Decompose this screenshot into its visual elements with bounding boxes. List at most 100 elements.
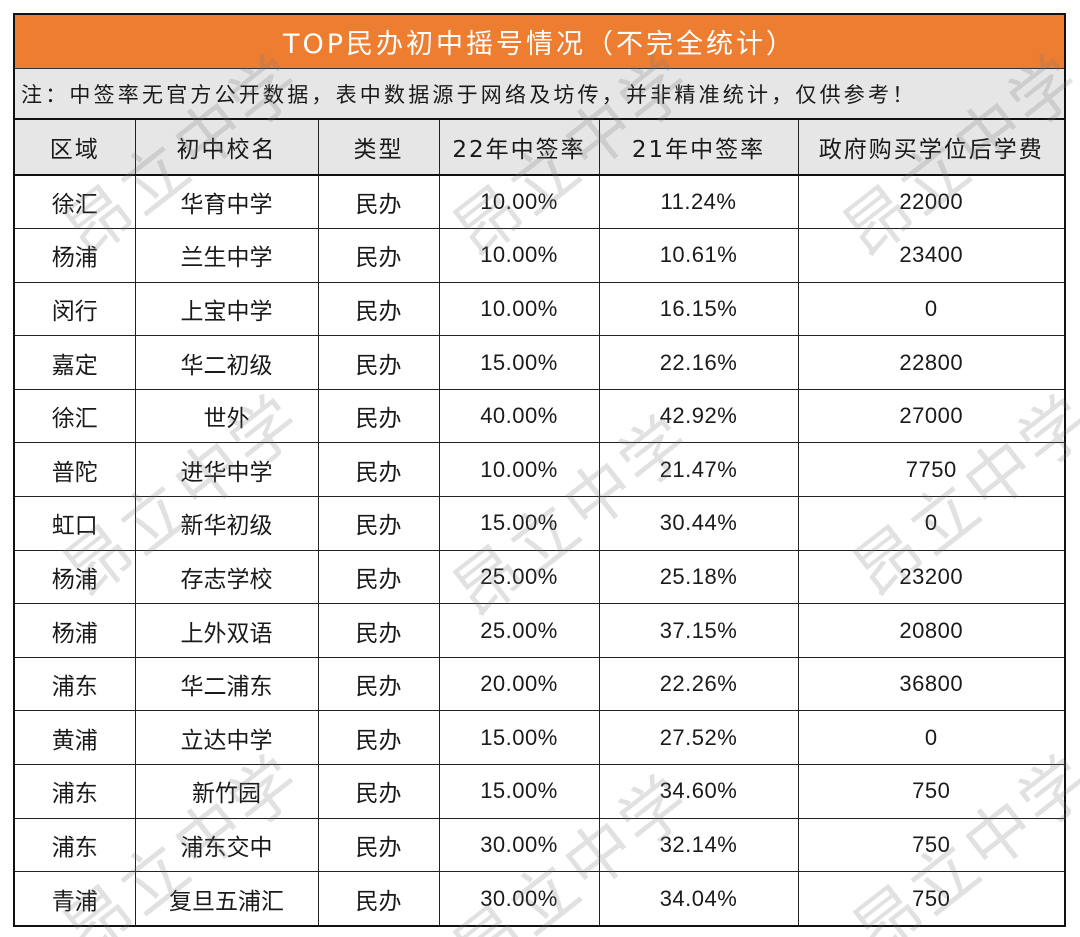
- header-row: 区域 初中校名 类型 22年中签率 21年中签率 政府购买学位后学费: [15, 120, 1064, 176]
- cell-school-name: 华育中学: [134, 175, 319, 230]
- cell-type: 民办: [317, 442, 440, 498]
- table-row: 嘉定 华二初级 民办 15.00% 22.16% 22800: [15, 335, 1064, 390]
- header-type: 类型: [317, 120, 440, 176]
- table-row: 浦东 浦东交中 民办 30.00% 32.14% 750: [15, 817, 1064, 873]
- table-title: TOP民办初中摇号情况（不完全统计）: [15, 15, 1064, 69]
- cell-rate-2022: 10.00%: [438, 228, 600, 283]
- cell-tuition: 750: [797, 764, 1064, 819]
- cell-region: 浦东: [15, 817, 136, 873]
- cell-school-name: 存志学校: [134, 549, 319, 605]
- cell-type: 民办: [317, 603, 440, 658]
- table-row: 浦东 华二浦东 民办 20.00% 22.26% 36800: [15, 656, 1064, 712]
- lottery-table-sheet: TOP民办初中摇号情况（不完全统计） 注：中签率无官方公开数据，表中数据源于网络…: [13, 13, 1066, 928]
- cell-tuition: 22000: [797, 175, 1064, 230]
- cell-region: 闵行: [15, 281, 136, 337]
- table-row: 徐汇 华育中学 民办 10.00% 11.24% 22000: [15, 175, 1064, 230]
- cell-school-name: 浦东交中: [134, 817, 319, 873]
- cell-type: 民办: [317, 656, 440, 712]
- cell-rate-2021: 21.47%: [598, 442, 799, 498]
- cell-region: 杨浦: [15, 549, 136, 605]
- cell-tuition: 36800: [797, 656, 1064, 712]
- table-row: 徐汇 世外 民办 40.00% 42.92% 27000: [15, 388, 1064, 444]
- cell-region: 黄浦: [15, 710, 136, 766]
- cell-region: 虹口: [15, 496, 136, 551]
- cell-rate-2022: 25.00%: [438, 549, 600, 605]
- cell-region: 浦东: [15, 656, 136, 712]
- cell-rate-2021: 42.92%: [598, 388, 799, 444]
- cell-rate-2022: 25.00%: [438, 603, 600, 658]
- table-row: 闵行 上宝中学 民办 10.00% 16.15% 0: [15, 281, 1064, 337]
- cell-rate-2022: 15.00%: [438, 764, 600, 819]
- cell-rate-2022: 30.00%: [438, 817, 600, 873]
- cell-rate-2022: 15.00%: [438, 335, 600, 390]
- cell-type: 民办: [317, 335, 440, 390]
- cell-type: 民办: [317, 228, 440, 283]
- cell-tuition: 0: [797, 710, 1064, 766]
- cell-school-name: 复旦五浦汇: [134, 871, 319, 926]
- cell-school-name: 兰生中学: [134, 228, 319, 283]
- table-row: 虹口 新华初级 民办 15.00% 30.44% 0: [15, 496, 1064, 551]
- cell-region: 杨浦: [15, 603, 136, 658]
- cell-tuition: 27000: [797, 388, 1064, 444]
- cell-tuition: 22800: [797, 335, 1064, 390]
- table-row: 青浦 复旦五浦汇 民办 30.00% 34.04% 750: [15, 871, 1064, 926]
- cell-rate-2022: 10.00%: [438, 175, 600, 230]
- cell-tuition: 23200: [797, 549, 1064, 605]
- cell-rate-2022: 10.00%: [438, 281, 600, 337]
- cell-type: 民办: [317, 549, 440, 605]
- cell-rate-2022: 15.00%: [438, 496, 600, 551]
- cell-tuition: 20800: [797, 603, 1064, 658]
- cell-rate-2022: 40.00%: [438, 388, 600, 444]
- cell-region: 青浦: [15, 871, 136, 926]
- cell-type: 民办: [317, 710, 440, 766]
- cell-rate-2022: 20.00%: [438, 656, 600, 712]
- cell-school-name: 华二初级: [134, 335, 319, 390]
- table-row: 浦东 新竹园 民办 15.00% 34.60% 750: [15, 764, 1064, 819]
- cell-region: 嘉定: [15, 335, 136, 390]
- cell-rate-2021: 16.15%: [598, 281, 799, 337]
- header-school-name: 初中校名: [134, 120, 319, 176]
- header-tuition: 政府购买学位后学费: [797, 120, 1064, 176]
- cell-type: 民办: [317, 496, 440, 551]
- cell-rate-2021: 22.16%: [598, 335, 799, 390]
- cell-school-name: 世外: [134, 388, 319, 444]
- cell-tuition: 23400: [797, 228, 1064, 283]
- cell-rate-2021: 27.52%: [598, 710, 799, 766]
- header-rate-2022: 22年中签率: [438, 120, 600, 176]
- cell-school-name: 上宝中学: [134, 281, 319, 337]
- table-row: 黄浦 立达中学 民办 15.00% 27.52% 0: [15, 710, 1064, 766]
- header-region: 区域: [15, 120, 136, 176]
- cell-rate-2021: 11.24%: [598, 175, 799, 230]
- cell-school-name: 华二浦东: [134, 656, 319, 712]
- cell-region: 浦东: [15, 764, 136, 819]
- table-row: 杨浦 上外双语 民办 25.00% 37.15% 20800: [15, 603, 1064, 658]
- cell-rate-2021: 30.44%: [598, 496, 799, 551]
- cell-tuition: 0: [797, 496, 1064, 551]
- cell-rate-2021: 25.18%: [598, 549, 799, 605]
- cell-type: 民办: [317, 871, 440, 926]
- cell-type: 民办: [317, 764, 440, 819]
- cell-rate-2022: 15.00%: [438, 710, 600, 766]
- cell-region: 徐汇: [15, 388, 136, 444]
- cell-region: 徐汇: [15, 175, 136, 230]
- cell-rate-2021: 10.61%: [598, 228, 799, 283]
- cell-rate-2022: 30.00%: [438, 871, 600, 926]
- header-rate-2021: 21年中签率: [598, 120, 799, 176]
- table-row: 杨浦 存志学校 民办 25.00% 25.18% 23200: [15, 549, 1064, 605]
- school-lottery-table: 区域 初中校名 类型 22年中签率 21年中签率 政府购买学位后学费 徐汇 华育中…: [15, 120, 1064, 926]
- cell-tuition: 750: [797, 817, 1064, 873]
- cell-region: 普陀: [15, 442, 136, 498]
- cell-type: 民办: [317, 388, 440, 444]
- cell-type: 民办: [317, 175, 440, 230]
- cell-rate-2021: 34.60%: [598, 764, 799, 819]
- cell-type: 民办: [317, 817, 440, 873]
- disclaimer-note: 注：中签率无官方公开数据，表中数据源于网络及坊传，并非精准统计，仅供参考！: [15, 69, 1064, 120]
- cell-region: 杨浦: [15, 228, 136, 283]
- cell-school-name: 立达中学: [134, 710, 319, 766]
- cell-tuition: 0: [797, 281, 1064, 337]
- cell-rate-2021: 34.04%: [598, 871, 799, 926]
- cell-rate-2021: 32.14%: [598, 817, 799, 873]
- cell-school-name: 新竹园: [134, 764, 319, 819]
- table-row: 杨浦 兰生中学 民办 10.00% 10.61% 23400: [15, 228, 1064, 283]
- cell-tuition: 7750: [797, 442, 1064, 498]
